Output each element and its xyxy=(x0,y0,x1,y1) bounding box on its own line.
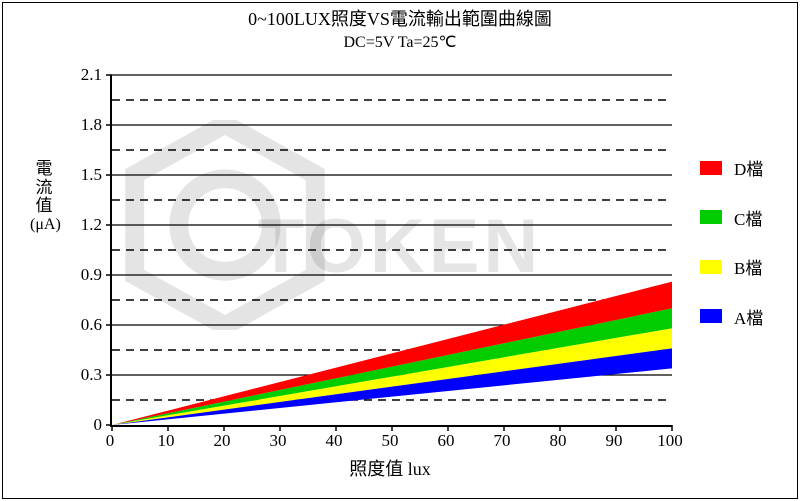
legend-item: C檔 xyxy=(700,205,763,230)
y-tick-label: 1.2 xyxy=(70,215,102,235)
x-tick-label: 90 xyxy=(606,431,623,451)
y-tick-label: 1.8 xyxy=(70,115,102,135)
legend-item: B檔 xyxy=(700,254,763,279)
y-axis-label-char: 值 xyxy=(30,197,58,216)
y-axis-label: 電 流 值 (μA) xyxy=(30,160,58,234)
x-tick-label: 60 xyxy=(438,431,455,451)
y-axis-label-char: 電 xyxy=(30,160,58,179)
legend-label: C檔 xyxy=(734,205,762,230)
legend-label: A檔 xyxy=(734,304,763,329)
x-axis-label: 照度值 lux xyxy=(110,455,670,481)
legend-swatch xyxy=(700,210,722,224)
x-tick-label: 30 xyxy=(270,431,287,451)
chart-title-block: 0~100LUX照度VS電流輸出範圍曲線圖 DC=5V Ta=25℃ xyxy=(0,8,800,54)
legend: D檔 C檔 B檔 A檔 xyxy=(700,155,763,353)
plot-area xyxy=(110,75,672,427)
legend-swatch xyxy=(700,161,722,175)
legend-item: A檔 xyxy=(700,304,763,329)
y-tick-label: 0.3 xyxy=(70,365,102,385)
x-tick-label: 50 xyxy=(382,431,399,451)
x-tick-label: 20 xyxy=(214,431,231,451)
x-tick-label: 80 xyxy=(550,431,567,451)
x-tick-label: 70 xyxy=(494,431,511,451)
chart-title: 0~100LUX照度VS電流輸出範圍曲線圖 xyxy=(0,8,800,31)
legend-label: B檔 xyxy=(734,254,762,279)
legend-item: D檔 xyxy=(700,155,763,180)
plot-svg xyxy=(112,75,672,425)
y-tick-label: 0 xyxy=(70,415,102,435)
y-tick-label: 1.5 xyxy=(70,165,102,185)
legend-swatch xyxy=(700,260,722,274)
legend-swatch xyxy=(700,309,722,323)
x-tick-label: 40 xyxy=(326,431,343,451)
x-tick-label: 100 xyxy=(657,431,683,451)
y-axis-unit: (μA) xyxy=(30,216,58,234)
y-tick-label: 0.9 xyxy=(70,265,102,285)
y-axis-label-char: 流 xyxy=(30,179,58,198)
x-tick-label: 10 xyxy=(158,431,175,451)
chart-subtitle: DC=5V Ta=25℃ xyxy=(0,33,800,54)
x-tick-label: 0 xyxy=(106,431,115,451)
y-tick-label: 2.1 xyxy=(70,65,102,85)
legend-label: D檔 xyxy=(734,155,763,180)
y-tick-label: 0.6 xyxy=(70,315,102,335)
